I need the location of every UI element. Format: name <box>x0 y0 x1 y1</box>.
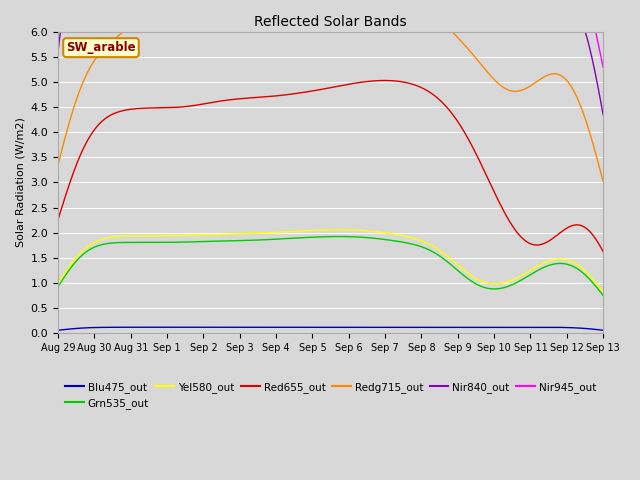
Blu475_out <box>599 327 607 333</box>
Yel580_out <box>171 233 179 239</box>
Red655_out <box>54 216 62 222</box>
Red655_out <box>483 174 491 180</box>
Line: Yel580_out: Yel580_out <box>58 230 603 292</box>
Redg715_out <box>599 179 607 184</box>
Yel580_out <box>599 289 607 295</box>
Blu475_out <box>165 324 173 330</box>
Red655_out <box>171 105 179 110</box>
Red655_out <box>165 105 173 110</box>
Nir840_out <box>597 101 605 107</box>
Redg715_out <box>597 171 605 177</box>
Grn535_out <box>406 240 413 246</box>
Grn535_out <box>335 234 343 240</box>
Yel580_out <box>335 227 342 233</box>
Grn535_out <box>54 284 62 289</box>
Yel580_out <box>483 280 491 286</box>
Nir945_out <box>599 64 607 70</box>
Yel580_out <box>165 233 173 239</box>
Yel580_out <box>597 287 605 293</box>
Blu475_out <box>406 324 413 330</box>
Grn535_out <box>171 240 179 245</box>
Line: Nir840_out: Nir840_out <box>58 0 603 115</box>
Blu475_out <box>171 324 179 330</box>
Title: Reflected Solar Bands: Reflected Solar Bands <box>254 15 407 29</box>
Yel580_out <box>258 230 266 236</box>
Red655_out <box>599 249 607 254</box>
Legend: Blu475_out, Grn535_out, Yel580_out, Red655_out, Redg715_out, Nir840_out, Nir945_: Blu475_out, Grn535_out, Yel580_out, Red6… <box>61 378 600 413</box>
Redg715_out <box>483 69 491 75</box>
Grn535_out <box>483 285 491 291</box>
Blu475_out <box>54 327 62 333</box>
Blu475_out <box>597 327 605 333</box>
Blu475_out <box>259 324 266 330</box>
Nir840_out <box>54 48 62 54</box>
Nir945_out <box>597 55 605 61</box>
Nir840_out <box>599 112 607 118</box>
Line: Blu475_out: Blu475_out <box>58 327 603 330</box>
Grn535_out <box>599 293 607 299</box>
Yel580_out <box>406 234 413 240</box>
Blu475_out <box>483 324 491 330</box>
Red655_out <box>406 81 413 86</box>
Blu475_out <box>218 324 225 330</box>
Grn535_out <box>258 237 266 243</box>
Y-axis label: Solar Radiation (W/m2): Solar Radiation (W/m2) <box>15 118 25 247</box>
Redg715_out <box>54 162 62 168</box>
Line: Redg715_out: Redg715_out <box>58 0 603 181</box>
Red655_out <box>597 245 605 251</box>
Grn535_out <box>165 240 173 245</box>
Line: Red655_out: Red655_out <box>58 81 603 252</box>
Grn535_out <box>597 290 605 296</box>
Line: Nir945_out: Nir945_out <box>58 0 603 67</box>
Red655_out <box>381 78 388 84</box>
Red655_out <box>258 94 266 100</box>
Text: SW_arable: SW_arable <box>66 41 136 54</box>
Line: Grn535_out: Grn535_out <box>58 237 603 296</box>
Yel580_out <box>54 281 62 287</box>
